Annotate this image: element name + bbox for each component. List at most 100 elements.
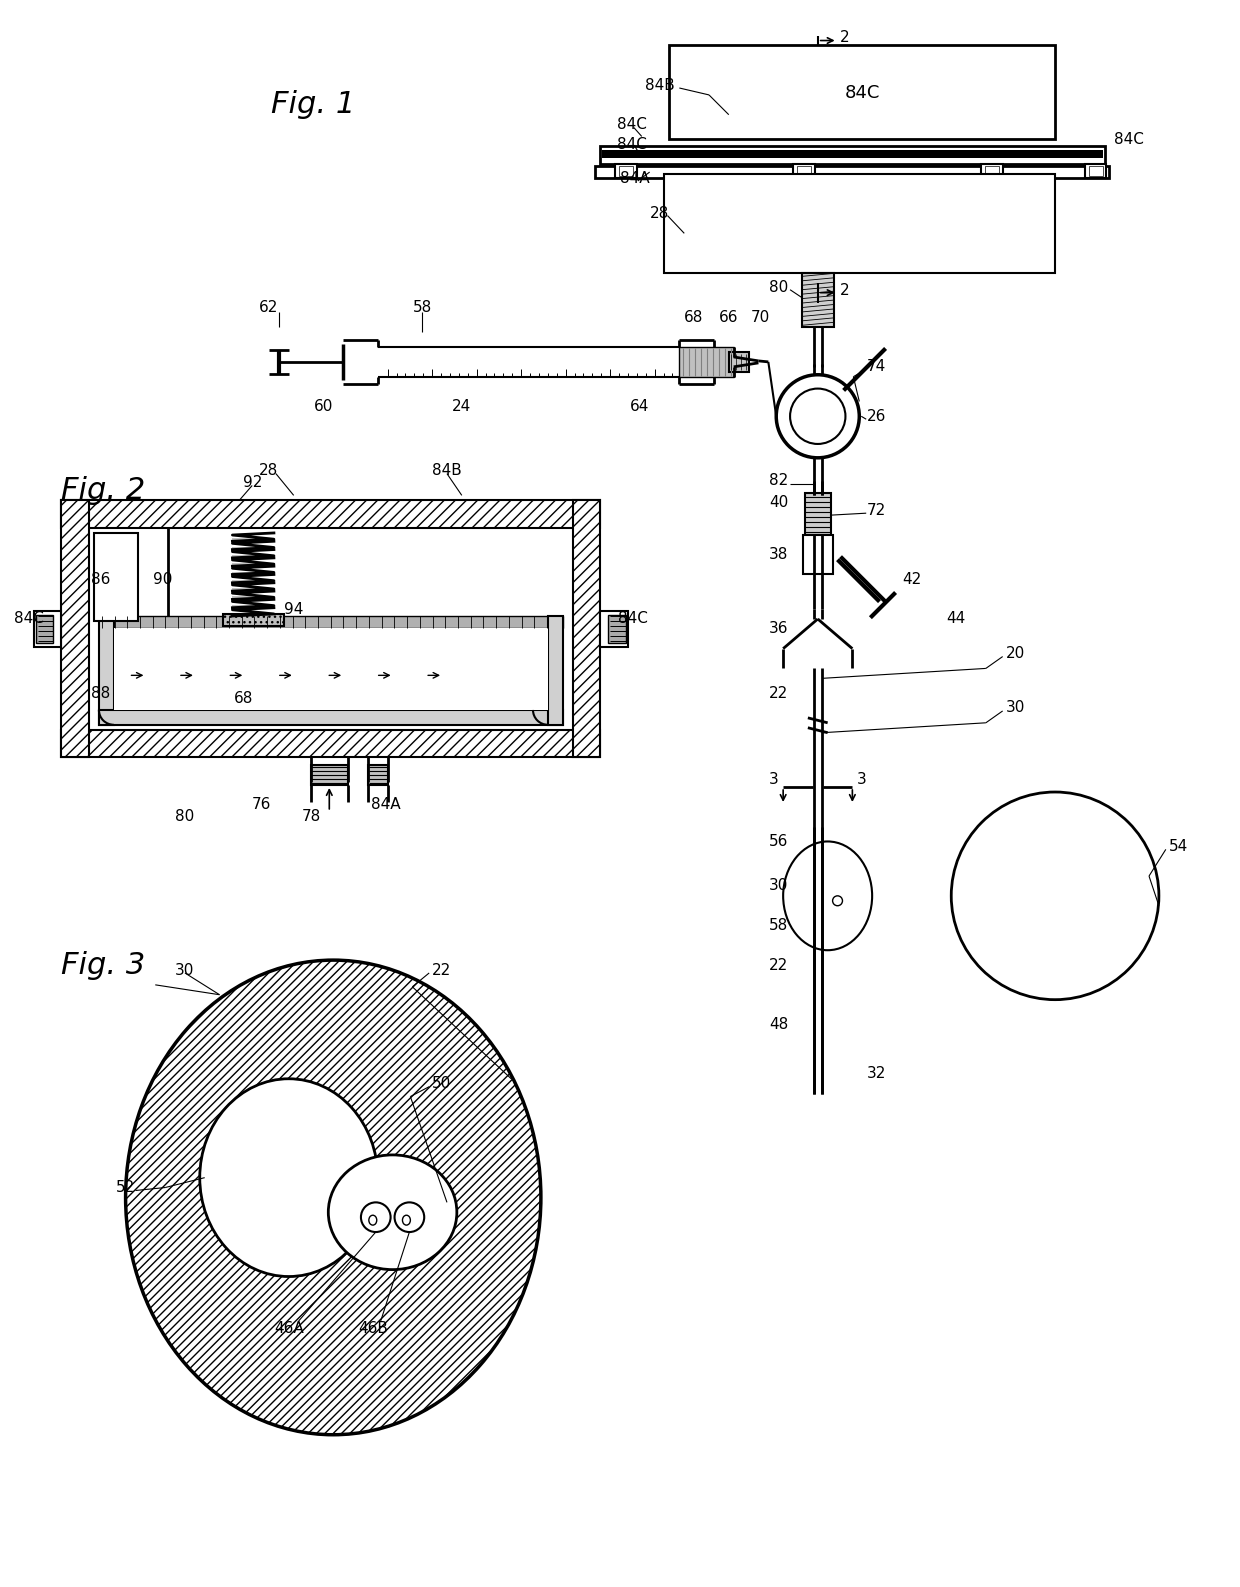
Bar [232, 555, 274, 557]
Text: Fig. 2: Fig. 2 [61, 476, 145, 505]
Ellipse shape [125, 960, 541, 1435]
Bar [595, 167, 1110, 178]
Text: 3: 3 [769, 771, 777, 787]
Text: 54: 54 [1169, 840, 1188, 854]
Bar [368, 765, 388, 786]
Circle shape [790, 389, 846, 444]
Text: 74: 74 [867, 359, 887, 375]
Text: 84C: 84C [618, 611, 647, 627]
Text: 26: 26 [867, 409, 887, 424]
Text: 78: 78 [301, 809, 321, 824]
Bar [981, 163, 1003, 178]
Bar [232, 589, 274, 590]
Ellipse shape [784, 841, 872, 951]
Bar [222, 614, 284, 625]
Text: 38: 38 [769, 548, 789, 562]
Text: 84A: 84A [620, 171, 650, 186]
Text: 42: 42 [901, 571, 921, 587]
Ellipse shape [951, 792, 1159, 1000]
Bar [1089, 167, 1102, 176]
Text: 90: 90 [154, 571, 172, 587]
Text: 84A: 84A [371, 797, 401, 813]
Text: 28: 28 [650, 206, 668, 221]
Text: 84C: 84C [844, 84, 880, 102]
Text: 70: 70 [750, 309, 770, 325]
Text: 84C: 84C [14, 611, 43, 627]
Text: 94: 94 [284, 601, 304, 617]
Bar [619, 167, 632, 176]
Text: 30: 30 [1006, 700, 1025, 716]
Text: 88: 88 [91, 686, 110, 700]
Bar [232, 613, 274, 616]
Text: Fig. 1: Fig. 1 [272, 90, 356, 119]
Text: Fig. 3: Fig. 3 [61, 951, 145, 979]
Circle shape [776, 375, 859, 457]
Bar [804, 535, 832, 574]
Bar [794, 163, 815, 178]
Text: 72: 72 [867, 503, 887, 517]
Text: 3: 3 [857, 771, 867, 787]
Text: 66: 66 [719, 309, 738, 325]
Text: 62: 62 [259, 300, 279, 314]
Text: 2: 2 [839, 30, 849, 44]
Bar [94, 533, 139, 621]
Text: 80: 80 [175, 809, 195, 824]
Bar [99, 709, 563, 725]
Bar [548, 616, 563, 725]
Bar [805, 494, 831, 535]
Text: 84C: 84C [618, 136, 647, 152]
Text: 30: 30 [175, 962, 195, 978]
Text: 32: 32 [867, 1066, 887, 1081]
Text: 82: 82 [769, 473, 789, 489]
Bar [232, 563, 274, 565]
Text: 22: 22 [769, 686, 789, 700]
Ellipse shape [403, 1216, 410, 1225]
Bar [797, 167, 811, 176]
Text: 52: 52 [115, 1181, 135, 1195]
Bar [36, 616, 53, 643]
Bar [603, 151, 1102, 159]
Bar [99, 616, 114, 725]
Text: 84C: 84C [618, 117, 647, 132]
Text: 44: 44 [946, 611, 966, 627]
Text: 22: 22 [769, 957, 789, 973]
Bar [232, 538, 274, 541]
Bar [232, 605, 274, 606]
Bar [232, 546, 274, 549]
Text: 86: 86 [91, 571, 110, 587]
Bar [600, 146, 1105, 163]
Text: 68: 68 [234, 690, 254, 706]
Bar [608, 616, 626, 643]
Bar [615, 163, 637, 178]
Text: 2: 2 [839, 282, 849, 298]
Bar [232, 571, 274, 573]
Text: 68: 68 [684, 309, 703, 325]
Bar [670, 46, 1055, 140]
Bar [985, 167, 998, 176]
Bar [61, 500, 600, 528]
Bar [729, 352, 749, 371]
Text: 46A: 46A [274, 1322, 304, 1336]
Circle shape [361, 1203, 391, 1232]
Text: 58: 58 [769, 917, 789, 933]
Bar [232, 579, 274, 582]
Bar [310, 765, 348, 786]
Bar [665, 175, 1055, 273]
Text: 50: 50 [432, 1076, 451, 1092]
Text: 60: 60 [314, 398, 332, 414]
Ellipse shape [200, 1079, 378, 1276]
Bar [600, 611, 627, 646]
Text: 58: 58 [413, 300, 432, 314]
Text: 46B: 46B [358, 1322, 388, 1336]
Text: 20: 20 [1006, 646, 1025, 662]
Text: 30: 30 [769, 879, 789, 893]
Ellipse shape [368, 1216, 377, 1225]
Bar [61, 730, 600, 757]
Bar [61, 500, 89, 757]
Text: 84B: 84B [645, 78, 675, 92]
Text: 80: 80 [769, 281, 789, 295]
Bar [232, 597, 274, 598]
Text: 36: 36 [769, 622, 789, 636]
Circle shape [394, 1203, 424, 1232]
Text: 92: 92 [243, 475, 262, 490]
